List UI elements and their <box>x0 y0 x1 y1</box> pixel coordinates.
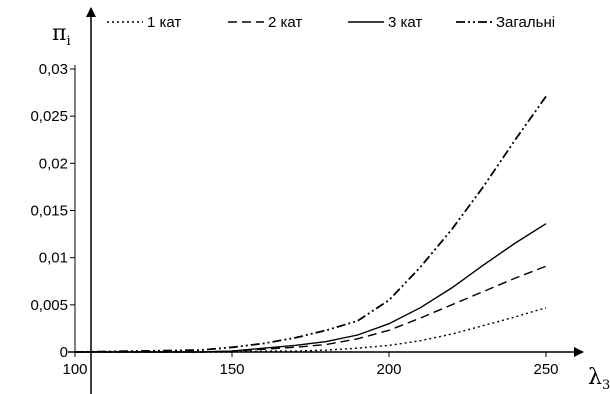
y-tick-label: 0,025 <box>30 108 68 125</box>
legend-label-2: 2 кат <box>268 14 302 31</box>
x-axis-label-main: λ <box>588 365 602 390</box>
y-axis-label-main: π <box>52 21 66 46</box>
series-line-4 <box>74 95 547 353</box>
y-tick-label: 0,005 <box>30 297 68 314</box>
y-tick-label: 0,01 <box>39 250 68 267</box>
y-tick-label: 0,015 <box>30 203 68 220</box>
legend: 1 кат 2 кат 3 кат Загальні <box>107 14 555 31</box>
y-tick-label: 0 <box>60 344 68 361</box>
plot-series <box>74 95 547 353</box>
legend-label-1: 1 кат <box>147 14 181 31</box>
x-tick-label: 150 <box>219 361 244 378</box>
x-axis-label-sub: 3 <box>602 378 610 393</box>
y-tick-label: 0,02 <box>39 155 68 172</box>
x-tick-label: 200 <box>376 361 401 378</box>
plot-axes: 0 0,005 0,01 0,015 0,02 0,025 0,03 100 150 200 250 <box>30 61 558 378</box>
series-line-1 <box>75 307 547 353</box>
series-line-2 <box>75 265 547 353</box>
legend-label-4: Загальні <box>496 14 555 31</box>
x-axis-label: λ3 <box>588 365 610 393</box>
y-axis-label: πi <box>52 21 71 49</box>
series-line-3 <box>75 223 547 353</box>
x-tick-label: 100 <box>62 361 87 378</box>
legend-label-3: 3 кат <box>388 14 422 31</box>
y-tick-label: 0,03 <box>39 61 68 78</box>
y-axis-label-sub: i <box>66 34 70 49</box>
x-tick-label: 250 <box>533 361 558 378</box>
